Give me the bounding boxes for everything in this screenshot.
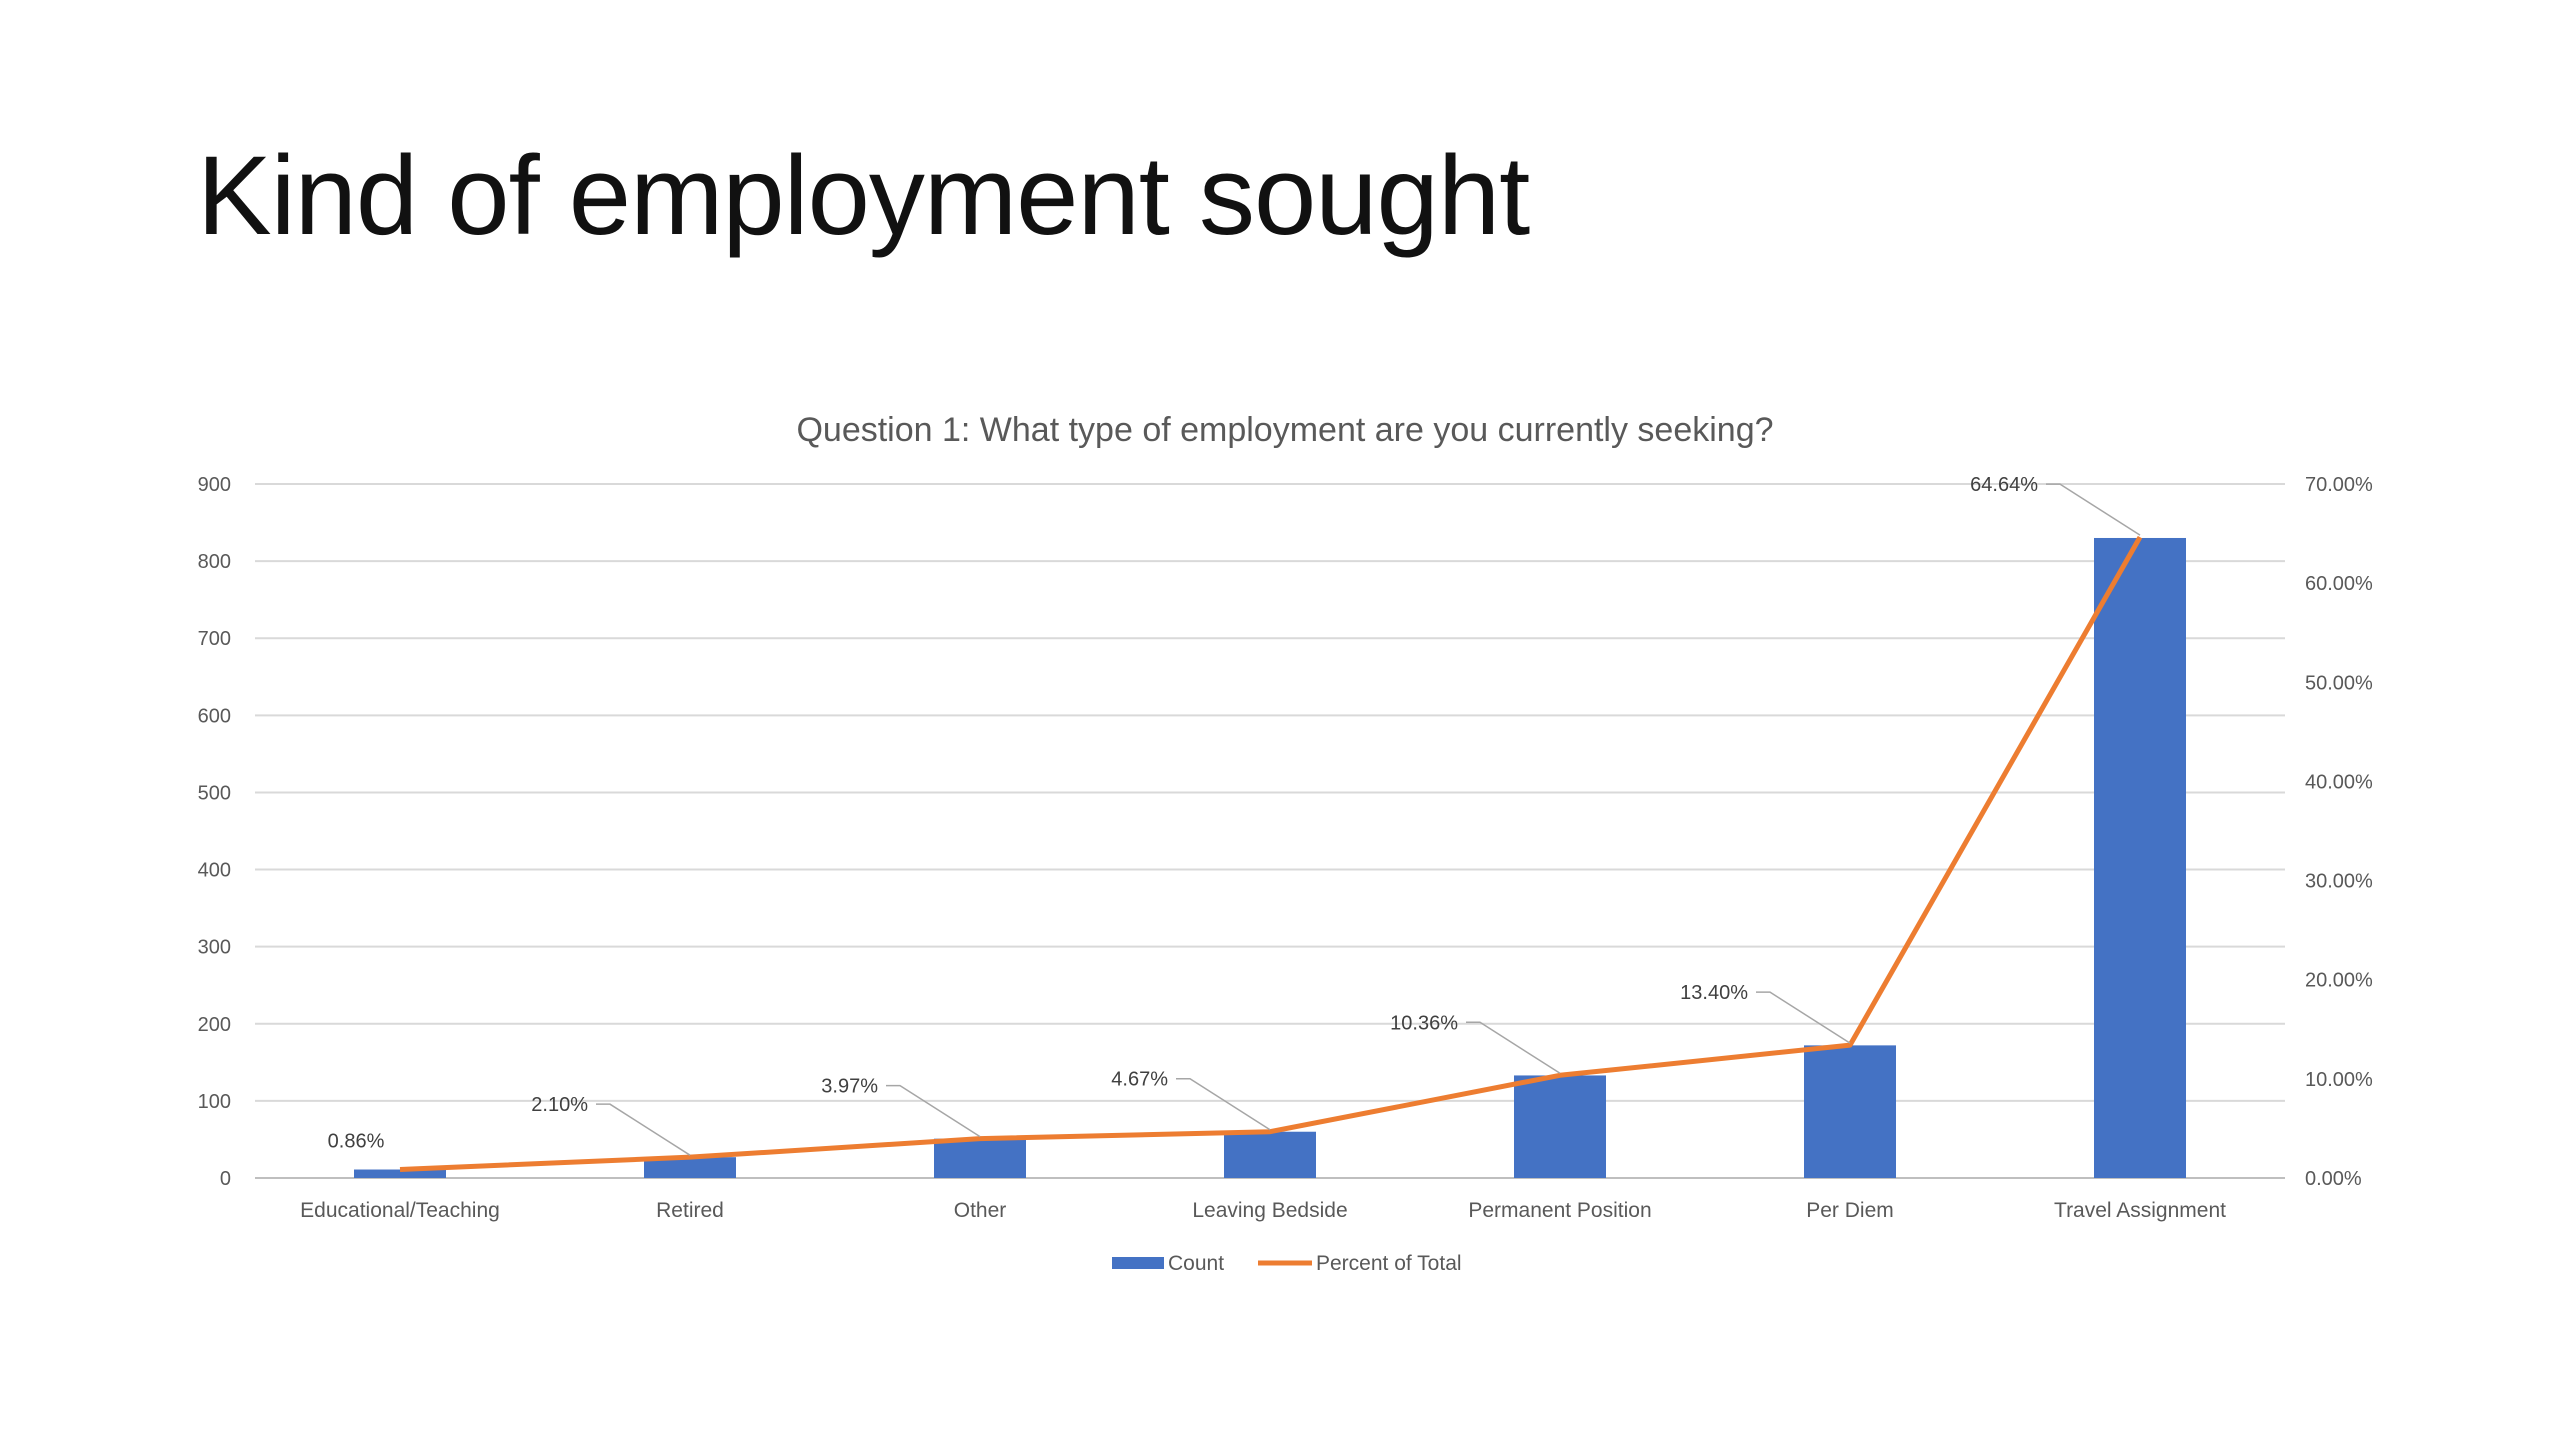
right-axis: 0.00% 10.00% 20.00% 30.00% 40.00% 50.00% 60.00… — [2305, 474, 2373, 1190]
category-label: Travel Assignment — [2054, 1199, 2226, 1222]
count-bar — [1224, 1131, 1316, 1178]
left-axis: 0 100 200 300 400 500 600 700 800 900 — [198, 474, 231, 1190]
percent-data-label: 13.40% — [1680, 982, 1748, 1004]
legend: Count Percent of Total — [1112, 1252, 1462, 1275]
slide-title: Kind of employment sought — [197, 133, 1530, 258]
category-label: Other — [954, 1199, 1007, 1222]
category-label: Leaving Bedside — [1192, 1199, 1347, 1222]
category-label: Per Diem — [1806, 1199, 1894, 1222]
percent-data-label: 2.10% — [531, 1094, 588, 1116]
percent-series-line — [399, 535, 2143, 1172]
left-tick-label: 300 — [198, 937, 231, 959]
category-label: Retired — [656, 1199, 724, 1222]
right-tick-label: 40.00% — [2305, 771, 2373, 793]
count-bar — [934, 1138, 1026, 1178]
right-tick-label: 20.00% — [2305, 970, 2373, 992]
percent-data-label: 64.64% — [1970, 474, 2038, 496]
percent-data-label: 10.36% — [1390, 1012, 1458, 1034]
count-bar — [354, 1169, 446, 1178]
left-tick-label: 700 — [198, 628, 231, 650]
legend-label-count: Count — [1168, 1252, 1224, 1275]
data-label-leader — [886, 1084, 981, 1138]
count-bar — [1804, 1045, 1896, 1178]
data-label-leader — [1466, 1021, 1561, 1074]
data-label-leader — [2046, 483, 2141, 536]
legend-swatch-count — [1112, 1257, 1164, 1269]
left-tick-label: 100 — [198, 1091, 231, 1113]
left-tick-label: 900 — [198, 474, 231, 496]
left-tick-label: 500 — [198, 782, 231, 804]
right-tick-label: 50.00% — [2305, 672, 2373, 694]
percent-line — [399, 535, 2143, 1172]
category-label: Educational/Teaching — [300, 1199, 500, 1222]
count-bar — [1514, 1075, 1606, 1178]
left-tick-label: 0 — [220, 1168, 231, 1190]
right-tick-label: 70.00% — [2305, 474, 2373, 496]
data-labels: 0.86% 2.10% 3.97% 4.67% 10.36% 13.40% 64.64% — [328, 474, 2141, 1156]
data-label-leader — [596, 1103, 691, 1156]
left-tick-label: 400 — [198, 860, 231, 882]
left-tick-label: 200 — [198, 1014, 231, 1036]
percent-data-label: 0.86% — [328, 1130, 385, 1152]
right-tick-label: 30.00% — [2305, 871, 2373, 893]
chart-title: Question 1: What type of employment are … — [796, 411, 1773, 449]
right-tick-label: 0.00% — [2305, 1168, 2362, 1190]
gridlines — [255, 483, 2285, 1179]
count-bars — [354, 537, 2186, 1178]
data-label-leader — [1756, 991, 1851, 1044]
category-label: Permanent Position — [1468, 1199, 1651, 1222]
category-axis: Educational/Teaching Retired Other Leaving … — [300, 1199, 2226, 1222]
data-label-leader — [1176, 1077, 1271, 1131]
legend-label-percent: Percent of Total — [1316, 1252, 1462, 1275]
count-bar — [2094, 537, 2186, 1178]
right-tick-label: 60.00% — [2305, 573, 2373, 595]
left-tick-label: 600 — [198, 705, 231, 727]
percent-data-label: 4.67% — [1111, 1069, 1168, 1091]
percent-data-label: 3.97% — [821, 1076, 878, 1098]
right-tick-label: 10.00% — [2305, 1069, 2373, 1091]
left-tick-label: 800 — [198, 551, 231, 573]
count-bar — [644, 1157, 736, 1178]
